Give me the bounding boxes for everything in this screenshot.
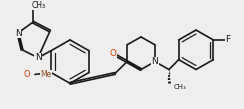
- Text: F: F: [225, 35, 230, 44]
- Text: O: O: [23, 70, 30, 79]
- Text: N: N: [152, 57, 158, 66]
- Text: N: N: [15, 28, 21, 37]
- Text: CH₃: CH₃: [32, 1, 46, 10]
- Text: Me: Me: [40, 70, 51, 79]
- Text: O: O: [110, 49, 116, 58]
- Text: N: N: [35, 53, 41, 62]
- Text: CH₃: CH₃: [174, 84, 187, 90]
